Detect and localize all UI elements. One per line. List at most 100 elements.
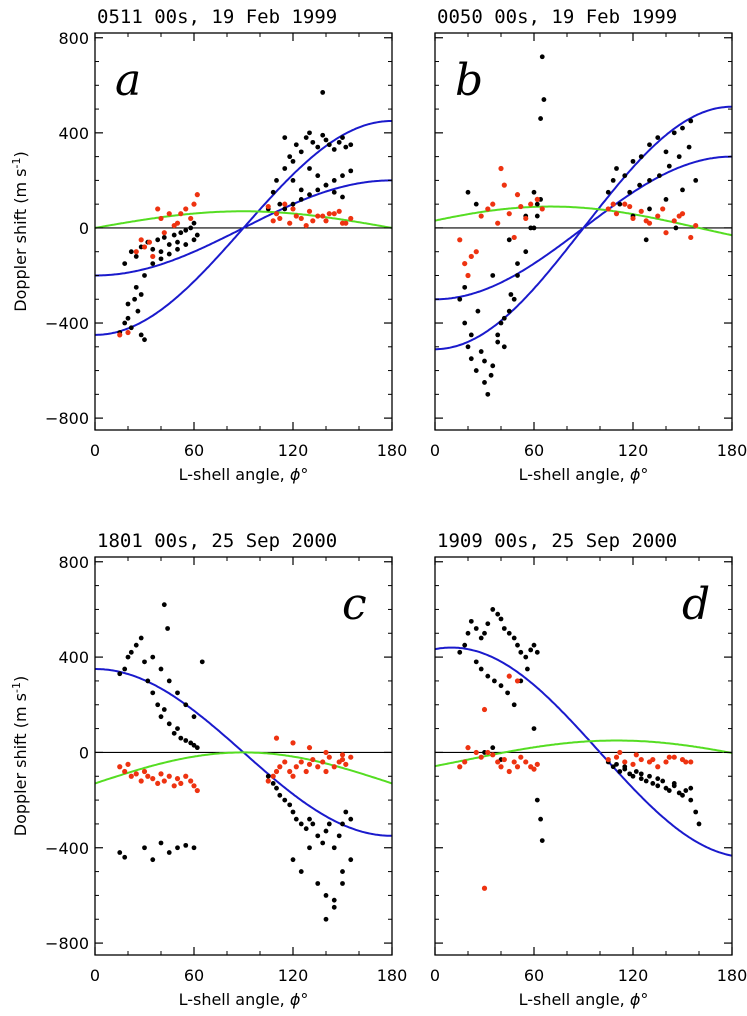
black-data-point [323, 137, 329, 143]
red-data-point [506, 673, 512, 679]
red-data-point [511, 759, 517, 765]
black-data-point [171, 730, 177, 736]
red-data-point [273, 211, 280, 217]
black-data-point [183, 702, 189, 708]
black-data-point [495, 339, 501, 345]
black-data-point [128, 325, 134, 331]
red-data-point [125, 761, 131, 767]
panel-letter: b [455, 55, 483, 106]
red-data-point [630, 761, 636, 767]
black-data-point [647, 773, 652, 779]
black-data-point [462, 642, 468, 648]
black-data-point [331, 845, 337, 851]
black-data-point [605, 189, 611, 195]
black-data-point [122, 261, 128, 266]
black-data-point [468, 618, 474, 624]
red-data-point [290, 740, 296, 746]
red-data-point [293, 764, 299, 770]
y-axis-label: Doppler shift (m s-1) [10, 676, 30, 836]
black-data-point [133, 284, 139, 290]
y-tick-label: −800 [45, 409, 89, 428]
black-data-point [298, 197, 304, 202]
red-data-point [150, 253, 156, 260]
panel-a: 0 60 120 180 −800 −400 0 400 800 0511 00s, 19 Feb… [10, 6, 407, 484]
black-data-point [511, 702, 517, 708]
black-data-point [666, 163, 672, 169]
black-data-point [465, 189, 471, 195]
black-data-point [142, 337, 147, 343]
black-data-point [673, 225, 679, 231]
red-data-point [531, 766, 537, 772]
red-data-point [650, 756, 656, 763]
black-data-point [490, 607, 496, 612]
red-data-point [473, 749, 479, 756]
black-data-point [348, 857, 354, 863]
black-data-point [265, 773, 271, 779]
black-data-point [340, 135, 345, 140]
red-data-point [194, 192, 200, 198]
red-data-point [498, 764, 504, 770]
black-data-point [528, 225, 534, 231]
black-data-point [166, 850, 172, 855]
red-data-point [339, 756, 346, 763]
black-data-point [498, 683, 504, 689]
black-data-point [161, 602, 167, 608]
black-data-point [531, 726, 537, 731]
black-data-point [320, 132, 326, 138]
black-data-point [158, 256, 164, 262]
black-data-point [617, 201, 623, 207]
black-data-point [515, 261, 520, 266]
black-data-point [610, 764, 616, 770]
red-data-point [290, 773, 296, 779]
black-data-point [478, 349, 484, 354]
black-data-point [637, 182, 642, 188]
red-data-point [158, 215, 164, 222]
black-data-point [686, 144, 692, 150]
panel-title: 0511 00s, 19 Feb 1999 [97, 6, 337, 28]
black-data-point [161, 235, 167, 240]
red-data-point [133, 771, 139, 777]
black-data-point [614, 761, 619, 767]
red-data-point [655, 213, 661, 219]
green-model-curve-2 [95, 751, 392, 785]
black-data-point [622, 173, 628, 179]
red-data-point [622, 201, 628, 207]
black-data-point [534, 797, 540, 803]
black-data-point [501, 344, 507, 350]
red-data-point [501, 182, 507, 188]
plot-area [95, 90, 392, 343]
black-data-point [468, 356, 474, 362]
black-data-point [145, 678, 151, 684]
red-data-point [188, 215, 194, 222]
red-data-point [161, 778, 167, 784]
black-data-point [194, 745, 200, 751]
red-data-point [534, 761, 540, 767]
red-data-point [457, 237, 463, 243]
red-data-point [128, 773, 134, 779]
black-data-point [495, 332, 501, 338]
plot-area [95, 602, 392, 922]
black-data-point [331, 189, 337, 195]
x-tick-label: 120 [278, 441, 309, 460]
panel-title: 0050 00s, 19 Feb 1999 [437, 6, 677, 28]
black-data-point [125, 654, 131, 660]
black-data-point [290, 857, 296, 863]
x-tick-label: 120 [618, 966, 649, 985]
black-data-point [191, 845, 197, 851]
black-data-point [663, 197, 669, 202]
x-tick-label: 120 [278, 966, 309, 985]
black-data-point [155, 237, 161, 243]
black-data-point [643, 778, 649, 784]
red-data-point [501, 756, 507, 763]
axes-frame [434, 556, 733, 956]
red-data-point [622, 759, 628, 765]
red-data-point [676, 213, 682, 219]
green-model-curve-3 [95, 210, 392, 229]
black-data-point [485, 673, 491, 679]
black-data-point [340, 881, 345, 886]
black-data-point [693, 809, 699, 815]
black-data-point [462, 320, 468, 326]
black-data-point [647, 177, 652, 183]
black-data-point [293, 816, 299, 822]
black-data-point [622, 764, 628, 770]
